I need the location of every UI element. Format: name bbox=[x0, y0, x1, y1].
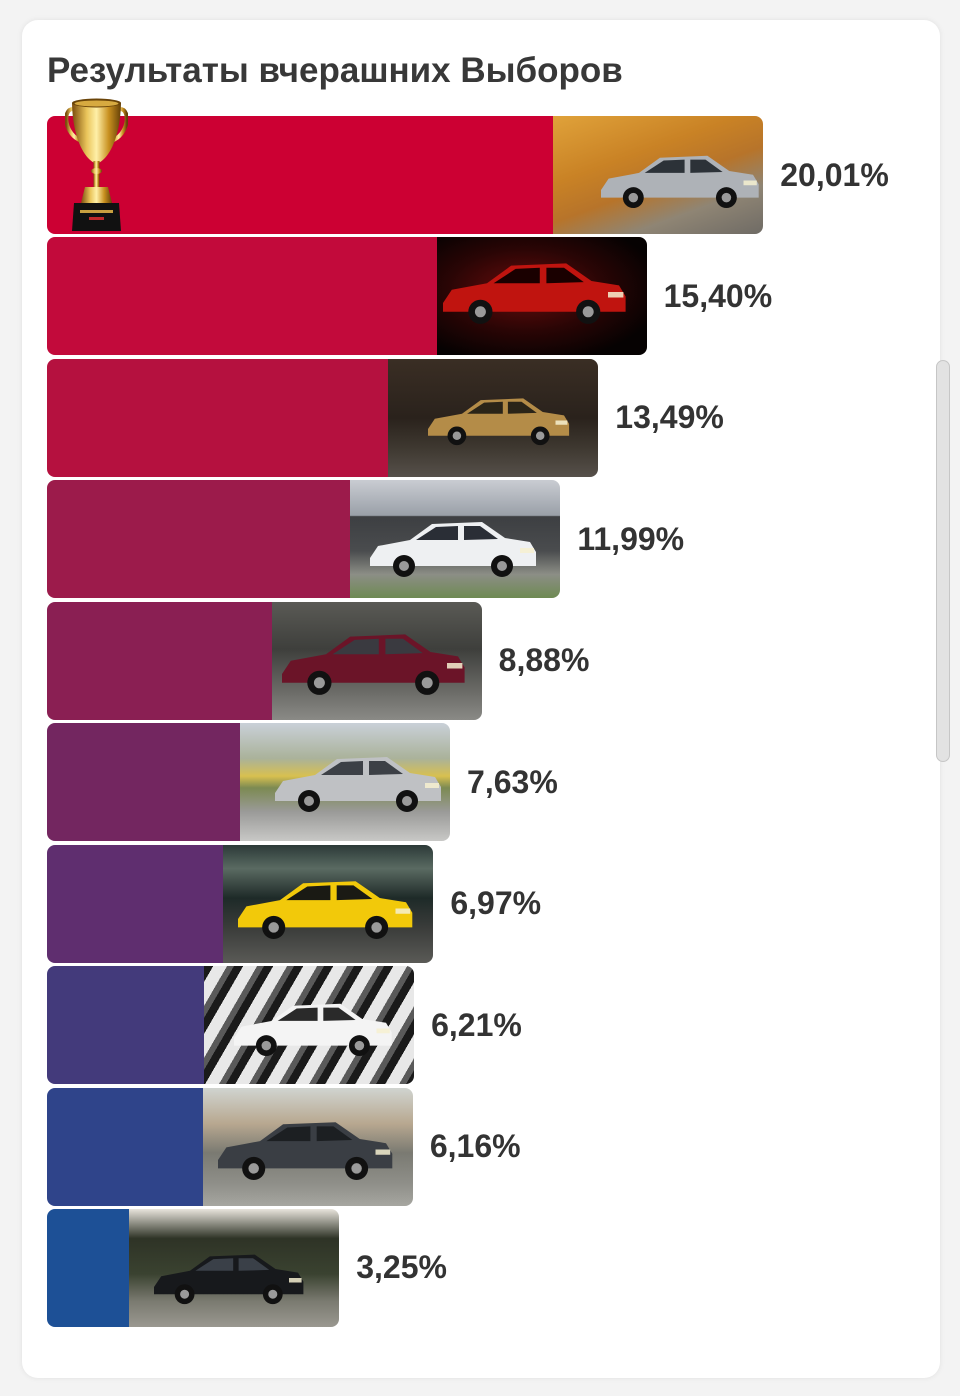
car-silhouette bbox=[601, 155, 759, 209]
result-row: 20,01% bbox=[47, 116, 927, 234]
bar-fill bbox=[47, 358, 389, 477]
result-row: 11,99% bbox=[47, 480, 927, 599]
bar-fill bbox=[47, 480, 351, 599]
card-title: Результаты вчерашних Выборов bbox=[47, 51, 623, 90]
bar-fill bbox=[47, 116, 554, 234]
bar-fill bbox=[47, 966, 205, 1085]
result-bar bbox=[47, 601, 482, 720]
result-row: 13,49% bbox=[47, 358, 927, 477]
car-silhouette bbox=[238, 880, 413, 939]
car-photo bbox=[436, 237, 647, 356]
percent-label: 11,99% bbox=[577, 520, 685, 557]
percent-label: 13,49% bbox=[615, 399, 724, 436]
bar-fill bbox=[47, 601, 272, 720]
result-bar bbox=[47, 966, 415, 1085]
result-bar bbox=[47, 1087, 413, 1206]
car-photo bbox=[204, 966, 415, 1085]
car-photo bbox=[388, 358, 599, 477]
car-photo bbox=[129, 1208, 340, 1327]
bar-fill bbox=[47, 723, 241, 842]
percent-label: 15,40% bbox=[663, 277, 773, 314]
result-bar bbox=[47, 1208, 340, 1327]
bar-fill bbox=[47, 1208, 130, 1327]
percent-label: 6,21% bbox=[431, 1006, 522, 1043]
percent-label: 8,88% bbox=[498, 642, 590, 679]
car-silhouette bbox=[234, 1003, 392, 1057]
trophy-icon-graphic bbox=[64, 98, 129, 231]
result-bar bbox=[47, 358, 599, 477]
car-photo bbox=[271, 601, 482, 720]
car-silhouette bbox=[428, 398, 570, 446]
result-bar bbox=[47, 116, 764, 234]
scrollbar[interactable] bbox=[936, 360, 950, 762]
result-row: 6,16% bbox=[47, 1087, 927, 1206]
results-card: Результаты вчерашних Выборов bbox=[22, 20, 940, 1378]
result-bar bbox=[47, 844, 434, 963]
result-row: 7,63% bbox=[47, 723, 927, 842]
result-row: 15,40% bbox=[47, 237, 927, 356]
car-photo bbox=[202, 1087, 413, 1206]
percent-label: 6,16% bbox=[429, 1128, 521, 1164]
car-silhouette bbox=[442, 263, 626, 325]
percent-label: 3,25% bbox=[356, 1249, 447, 1286]
result-row: 6,97% bbox=[47, 844, 927, 963]
car-photo bbox=[350, 480, 561, 599]
result-row: 6,21% bbox=[47, 966, 927, 1085]
result-row: 8,88% bbox=[47, 601, 927, 720]
car-silhouette bbox=[281, 634, 465, 695]
bar-fill bbox=[47, 237, 437, 356]
result-bar bbox=[47, 723, 451, 842]
car-silhouette bbox=[217, 1121, 393, 1180]
percent-label: 20,01% bbox=[780, 156, 889, 193]
car-silhouette bbox=[275, 757, 442, 813]
car-silhouette bbox=[370, 522, 537, 578]
result-bar bbox=[47, 237, 647, 356]
results-chart: 20,01% 15,40% 13,49% 11,99% 8,88% 7,63% 6,97% 6… bbox=[47, 116, 927, 1330]
trophy-icon bbox=[64, 97, 129, 232]
percent-label: 6,97% bbox=[450, 885, 542, 922]
result-bar bbox=[47, 480, 561, 599]
car-silhouette bbox=[154, 1254, 304, 1305]
car-photo bbox=[240, 723, 451, 842]
result-row: 3,25% bbox=[47, 1208, 927, 1327]
bar-fill bbox=[47, 844, 224, 963]
car-photo bbox=[553, 116, 764, 234]
car-photo bbox=[223, 844, 434, 963]
percent-label: 7,63% bbox=[467, 763, 558, 800]
bar-fill bbox=[47, 1087, 203, 1206]
